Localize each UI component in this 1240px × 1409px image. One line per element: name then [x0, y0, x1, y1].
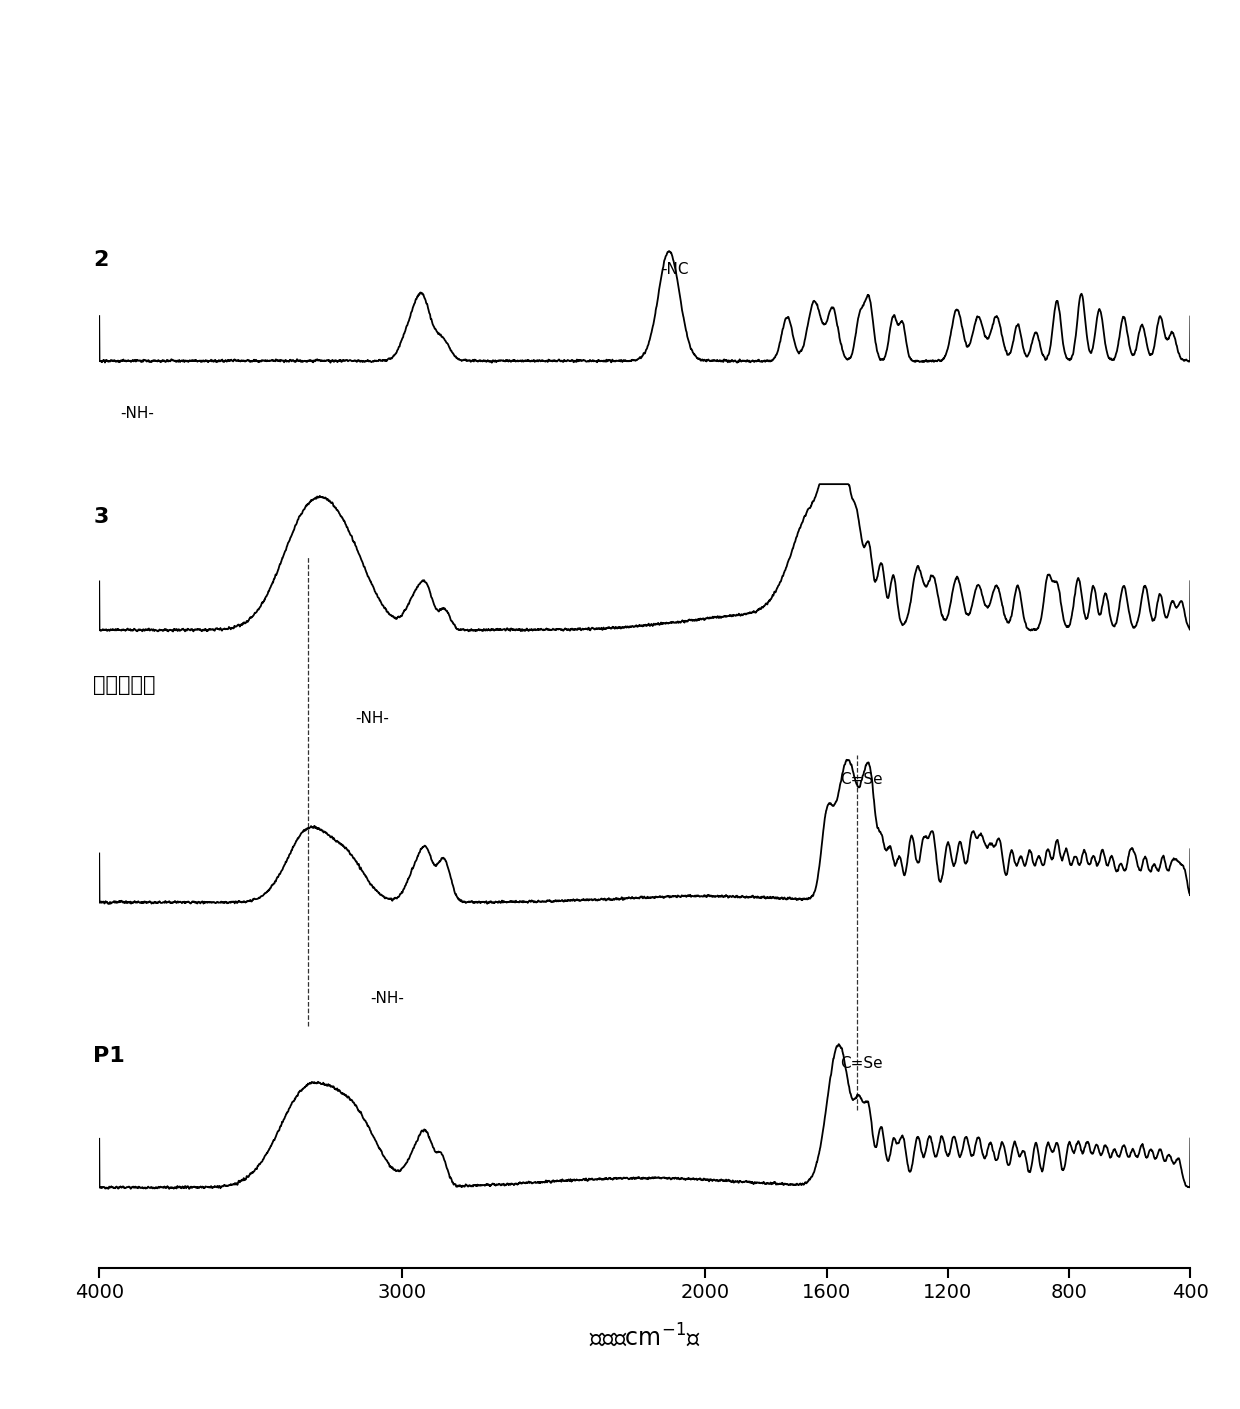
- X-axis label: 波数（cm$^{-1}$）: 波数（cm$^{-1}$）: [589, 1323, 701, 1350]
- Text: -NC: -NC: [661, 262, 689, 278]
- Text: 模型化合物: 模型化合物: [93, 675, 156, 695]
- Text: -NH-: -NH-: [355, 712, 389, 727]
- Text: -NH-: -NH-: [371, 991, 404, 1006]
- Text: -NH-: -NH-: [120, 406, 154, 421]
- Text: 3: 3: [93, 507, 109, 527]
- Text: P1: P1: [93, 1045, 125, 1065]
- Text: 2: 2: [93, 251, 109, 271]
- Text: C=Se: C=Se: [841, 772, 883, 786]
- Text: C=Se: C=Se: [841, 1055, 883, 1071]
